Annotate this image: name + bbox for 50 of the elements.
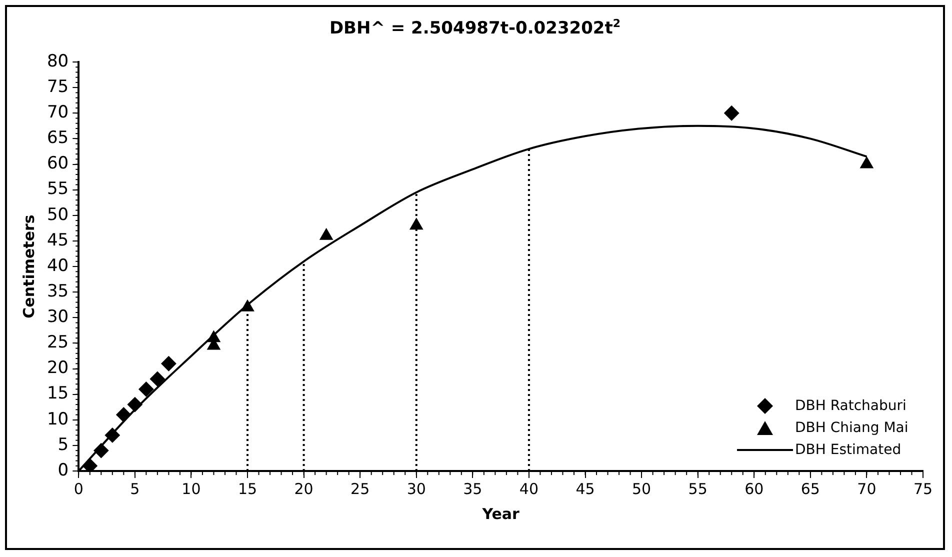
x-tick-label: 40 [519, 480, 539, 498]
y-tick-label: 80 [46, 51, 69, 72]
y-tick-label: 75 [46, 76, 69, 97]
y-tick-label: 30 [46, 307, 69, 328]
x-tick-label: 15 [238, 480, 258, 498]
y-tick-label: 70 [46, 102, 69, 123]
x-tick-label: 20 [294, 480, 314, 498]
y-axis-title: Centimeters [20, 214, 38, 318]
x-tick-label: 75 [913, 480, 933, 498]
point [240, 300, 254, 312]
x-tick-label: 35 [463, 480, 482, 498]
x-tick-label: 30 [406, 480, 426, 498]
point [94, 443, 109, 458]
x-tick-label: 65 [800, 480, 820, 498]
y-tick-label: 15 [46, 384, 69, 404]
point [104, 428, 120, 443]
point [320, 228, 333, 240]
y-tick-label: 20 [46, 358, 69, 378]
legend-label: DBH Estimated [795, 442, 902, 458]
point [138, 382, 154, 397]
x-tick-label: 55 [688, 480, 708, 498]
y-tick-label: 55 [46, 179, 69, 200]
x-tick-label: 45 [576, 480, 595, 498]
x-tick-label: 0 [74, 480, 84, 498]
x-tick-label: 70 [857, 480, 876, 498]
y-tick-label: 65 [46, 128, 69, 148]
x-axis-title: Year [481, 504, 520, 523]
point [150, 371, 165, 386]
y-tick-label: 10 [46, 409, 69, 430]
y-tick-label: 40 [46, 256, 69, 276]
x-tick-label: 25 [350, 480, 370, 498]
point [860, 156, 874, 168]
y-tick-label: 60 [46, 154, 69, 174]
point [410, 218, 423, 230]
y-tick-label: 35 [46, 281, 69, 302]
y-tick-label: 50 [46, 204, 69, 225]
x-tick-label: 10 [182, 480, 201, 498]
point [161, 356, 176, 372]
y-tick-label: 45 [46, 230, 69, 250]
point [127, 397, 142, 412]
y-tick-label: 5 [58, 434, 69, 455]
chart-title: DBH^ = 2.504987t-0.023202t$^{2}$ [328, 17, 622, 39]
legend-label: DBH Ratchaburi [795, 398, 906, 414]
x-tick-label: 5 [130, 480, 140, 498]
legend-label: DBH Chiang Mai [795, 420, 908, 436]
x-tick-label: 50 [632, 480, 652, 498]
point [116, 407, 132, 422]
x-tick-label: 60 [744, 480, 764, 498]
y-tick-label: 25 [46, 332, 69, 353]
y-tick-label: 0 [58, 460, 69, 480]
